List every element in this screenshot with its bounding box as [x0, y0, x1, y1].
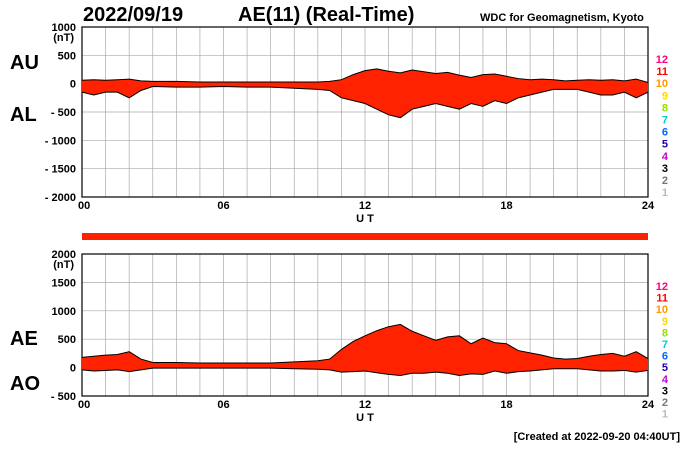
panel2-ytick-label: 1500	[52, 277, 76, 289]
panel1-xaxis-label: U T	[356, 213, 374, 225]
panel1-unit-label: (nT)	[53, 32, 74, 44]
ae-label: AE	[10, 328, 38, 350]
panel2-ytick-label: 1000	[52, 306, 76, 318]
panel2-xaxis-label: U T	[356, 412, 374, 424]
separator-bar	[82, 233, 648, 240]
panel2-xtick-label: 12	[359, 399, 371, 411]
panel2-unit-label: (nT)	[53, 259, 74, 271]
panel1-ytick-label: - 500	[51, 107, 76, 119]
panel2-xtick-label: 18	[500, 399, 512, 411]
panel2-ytick-label: - 500	[51, 391, 76, 403]
panel2-frame	[81, 253, 649, 397]
panel2-upper-line	[81, 323, 649, 364]
panel1-upper-line	[81, 68, 649, 84]
panel1-legend-7: 7	[662, 115, 668, 127]
panel2-band-area	[82, 324, 648, 376]
panel1-ytick-label: 500	[58, 50, 76, 62]
panel1-legend-11: 11	[656, 66, 668, 78]
panel2-xtick-label: 06	[217, 399, 229, 411]
panel2-legend-4: 4	[662, 374, 669, 386]
credit-label: WDC for Geomagnetism, Kyoto	[480, 12, 644, 24]
panel1-ytick-label: 0	[70, 79, 76, 91]
panel1-frame	[81, 26, 649, 198]
panel2-legend-2: 2	[662, 397, 668, 409]
panel1-legend-5: 5	[662, 139, 668, 151]
panel2-ytick-label: 500	[58, 334, 76, 346]
panel2-legend-6: 6	[662, 351, 668, 363]
panel1-legend-2: 2	[662, 175, 668, 187]
panel2-ytick-label: 0	[70, 363, 76, 375]
panel2-lower-line	[81, 367, 649, 377]
panel1-xtick-label: 18	[500, 200, 512, 212]
panel1-lower-line	[81, 85, 649, 119]
panel2-legend-5: 5	[662, 362, 668, 374]
created-timestamp: [Created at 2022-09-20 04:40UT]	[513, 431, 680, 443]
panel2-legend-12: 12	[656, 281, 668, 293]
panel1-legend-12: 12	[656, 54, 668, 66]
panel1-legend-3: 3	[662, 163, 668, 175]
panel1-ytick-label: - 2000	[45, 192, 76, 204]
panel1-legend-6: 6	[662, 127, 668, 139]
panel2-legend-3: 3	[662, 385, 668, 397]
panel1-xtick-label: 24	[642, 200, 655, 212]
panel1-ytick-label: - 1000	[45, 135, 76, 147]
panel2-legend-8: 8	[662, 327, 668, 339]
panel1-xtick-label: 00	[78, 200, 90, 212]
chart-date: 2022/09/19	[83, 4, 184, 26]
panel1-ytick-label: 1000	[52, 22, 76, 34]
panel2-xtick-label: 24	[642, 399, 655, 411]
ao-label: AO	[10, 373, 40, 395]
al-label: AL	[10, 104, 37, 126]
panel1-legend-4: 4	[662, 151, 669, 163]
panel2-legend-7: 7	[662, 339, 668, 351]
panel1-legend-8: 8	[662, 102, 668, 114]
panel1-xtick-label: 06	[217, 200, 229, 212]
panel2-legend-9: 9	[662, 316, 668, 328]
panel1-ytick-label: - 1500	[45, 164, 76, 176]
panel2-xtick-label: 00	[78, 399, 90, 411]
au-label: AU	[10, 52, 39, 74]
chart-title: AE(11) (Real-Time)	[238, 4, 415, 26]
panel2-legend-11: 11	[656, 293, 668, 305]
panel1-band-area	[82, 68, 648, 118]
panel2-legend-1: 1	[662, 409, 668, 421]
panel2-legend-10: 10	[656, 304, 668, 316]
panel1-legend-1: 1	[662, 187, 668, 199]
panel2-ytick-label: 2000	[52, 249, 76, 261]
panel1-legend-10: 10	[656, 78, 668, 90]
panel1-legend-9: 9	[662, 90, 668, 102]
panel1-xtick-label: 12	[359, 200, 371, 212]
